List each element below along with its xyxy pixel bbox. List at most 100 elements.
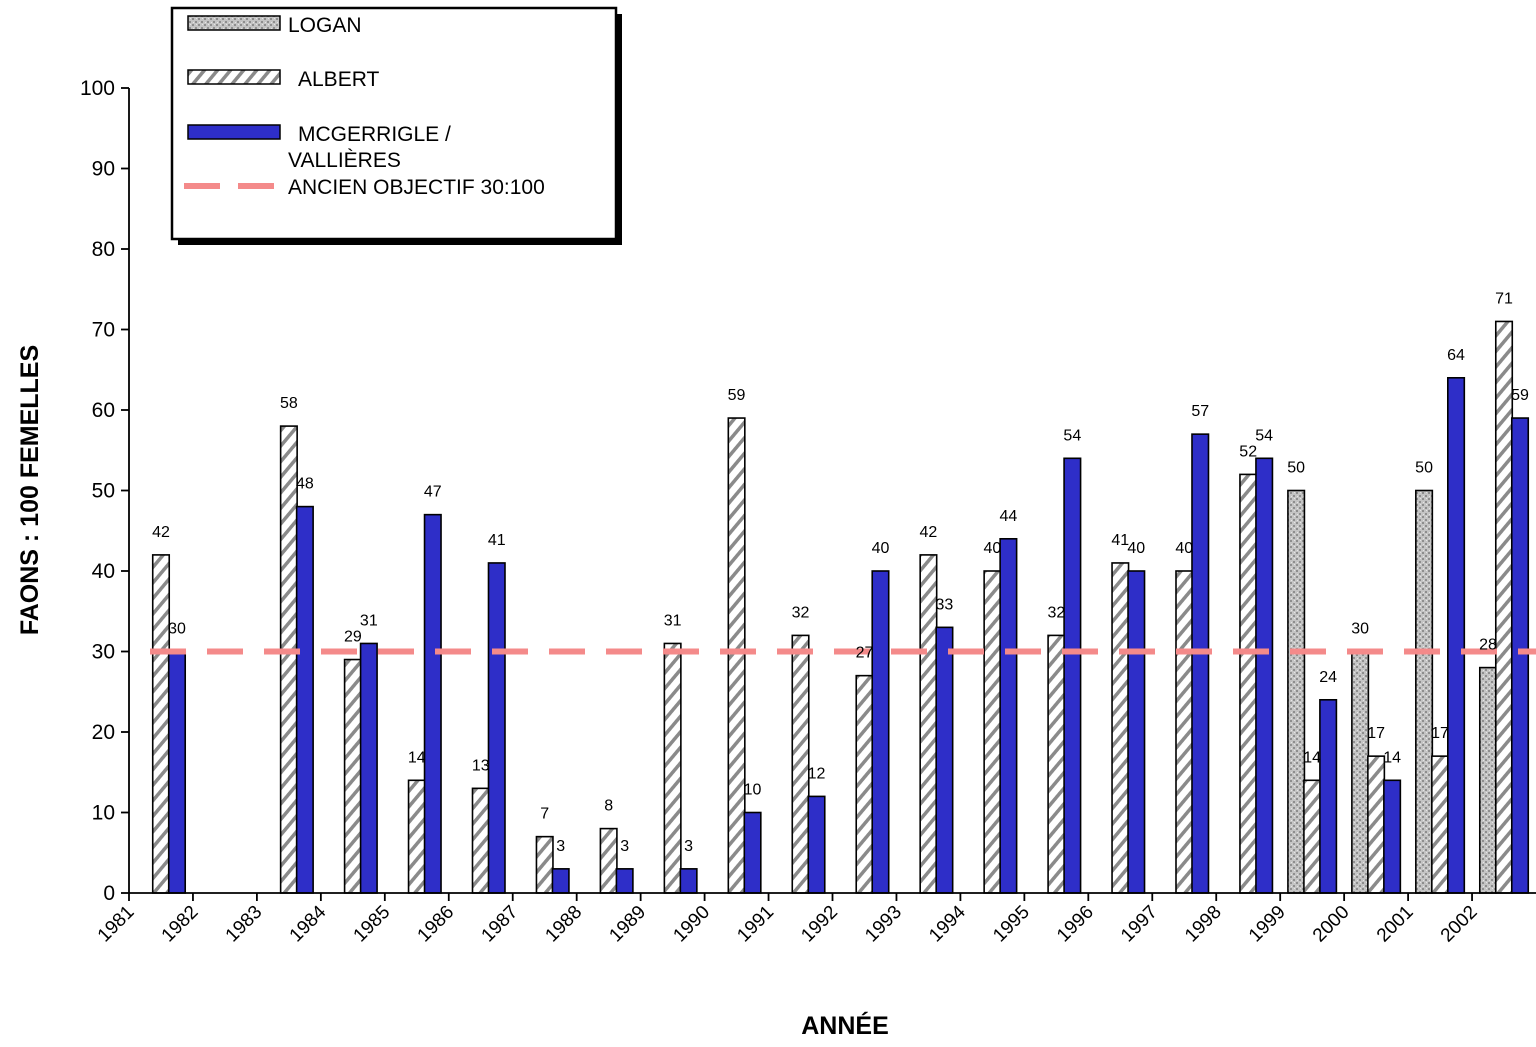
data-label-albert-1986: 13: [472, 757, 490, 774]
bar-mcgerrigle-2001: [1447, 376, 1466, 894]
bar-albert-1987: [535, 835, 554, 894]
bar-logan-1999: [1287, 489, 1306, 894]
x-tick-label-1995: 1995: [989, 902, 1034, 947]
bar-mcgerrigle-1988: [615, 868, 634, 894]
x-tick-label-1991: 1991: [733, 902, 778, 947]
bar-logan-2001: [1415, 489, 1434, 894]
data-label-albert-1983: 58: [280, 395, 298, 412]
data-label-mcgerrigle-1993: 33: [936, 596, 954, 613]
y-tick-label-100: 100: [80, 77, 115, 100]
data-label-mcgerrigle-1992: 40: [872, 540, 890, 557]
bar-albert-1983: [279, 425, 298, 894]
data-label-mcgerrigle-2000: 14: [1383, 749, 1401, 766]
bar-albert-1994: [983, 570, 1002, 894]
bar-albert-1989: [663, 642, 682, 894]
bar-mcgerrigle-2002: [1510, 417, 1530, 894]
y-tick-label-10: 10: [92, 802, 115, 825]
data-label-albert-1988: 8: [604, 798, 613, 815]
x-tick-label-1999: 1999: [1245, 902, 1290, 947]
legend-label-mcgerrigle-line2: VALLIÈRES: [288, 149, 401, 172]
x-tick-label-1990: 1990: [669, 902, 714, 947]
bars-layer: [151, 320, 1530, 894]
data-label-albert-1999: 14: [1303, 749, 1321, 766]
x-tick-label-1996: 1996: [1053, 902, 1098, 947]
x-tick-label-1981: 1981: [94, 902, 139, 947]
y-axis-title: FAONS : 100 FEMELLES: [16, 345, 44, 635]
x-axis-title: ANNÉE: [801, 1011, 889, 1040]
bar-albert-1992: [855, 674, 874, 894]
data-label-mcgerrigle-1981: 30: [168, 621, 186, 638]
data-label-mcgerrigle-1987: 3: [556, 838, 565, 855]
legend-label-albert: ALBERT: [298, 68, 379, 91]
data-label-albert-2000: 17: [1367, 725, 1385, 742]
data-label-albert-1997: 40: [1175, 540, 1193, 557]
bar-albert-2001: [1431, 755, 1450, 894]
x-tick-label-1986: 1986: [414, 902, 459, 947]
y-tick-label-20: 20: [92, 721, 115, 744]
bar-logan-2000: [1351, 650, 1370, 894]
bar-mcgerrigle-1987: [551, 868, 570, 894]
bar-albert-2000: [1367, 755, 1386, 894]
data-label-albert-2002: 71: [1495, 290, 1513, 307]
data-label-albert-1995: 32: [1047, 604, 1065, 621]
bar-albert-1990: [727, 417, 746, 894]
x-tick-label-1985: 1985: [350, 902, 395, 947]
bar-albert-1991: [791, 634, 810, 894]
bar-mcgerrigle-1989: [679, 868, 698, 894]
bar-albert-1996: [1111, 562, 1130, 894]
y-tick-label-80: 80: [92, 238, 115, 261]
data-label-albert-1981: 42: [152, 524, 170, 541]
bar-mcgerrigle-1999: [1319, 698, 1338, 894]
data-label-mcgerrigle-1988: 3: [620, 838, 629, 855]
y-tick-label-40: 40: [92, 560, 115, 583]
legend-label-mcgerrigle-line1: MCGERRIGLE /: [298, 123, 451, 146]
data-label-mcgerrigle-1990: 10: [744, 782, 762, 799]
data-label-logan-1999: 50: [1287, 460, 1305, 477]
data-label-albert-1996: 41: [1111, 532, 1129, 549]
bar-mcgerrigle-1998: [1255, 457, 1274, 894]
y-tick-label-90: 90: [92, 158, 115, 181]
bar-mcgerrigle-1995: [1063, 457, 1082, 894]
data-label-albert-1984: 29: [344, 629, 362, 646]
bar-mcgerrigle-1992: [871, 570, 890, 894]
data-label-albert-1994: 40: [983, 540, 1001, 557]
legend-label-logan: LOGAN: [288, 14, 362, 37]
x-tick-label-2000: 2000: [1309, 902, 1354, 947]
data-label-mcgerrigle-1991: 12: [808, 765, 826, 782]
x-tick-label-1987: 1987: [478, 902, 523, 947]
data-label-mcgerrigle-1997: 57: [1191, 403, 1209, 420]
bar-mcgerrigle-2000: [1383, 779, 1402, 894]
y-tick-label-50: 50: [92, 480, 115, 503]
x-tick-label-1994: 1994: [925, 901, 970, 946]
bar-mcgerrigle-1985: [423, 513, 442, 894]
data-label-mcgerrigle-1985: 47: [424, 484, 442, 501]
data-label-albert-1992: 27: [856, 645, 874, 662]
bar-albert-1984: [343, 658, 362, 894]
data-label-logan-2000: 30: [1351, 621, 1369, 638]
y-tick-label-0: 0: [103, 882, 115, 905]
bar-mcgerrigle-1981: [167, 650, 187, 894]
data-label-logan-2002: 28: [1479, 637, 1497, 654]
y-tick-label-30: 30: [92, 641, 115, 664]
bar-mcgerrigle-1986: [487, 562, 506, 894]
legend-swatch-albert: [187, 69, 281, 85]
bar-albert-2002: [1494, 320, 1514, 894]
bar-mcgerrigle-1997: [1191, 433, 1210, 894]
bar-albert-1997: [1175, 570, 1194, 894]
data-label-mcgerrigle-1995: 54: [1063, 427, 1081, 444]
data-label-mcgerrigle-2002: 59: [1511, 387, 1529, 404]
data-label-mcgerrigle-1983: 48: [296, 476, 314, 493]
bar-albert-1981: [151, 554, 171, 894]
data-label-mcgerrigle-1984: 31: [360, 612, 378, 629]
bar-albert-1988: [599, 827, 618, 894]
data-label-albert-2001: 17: [1431, 725, 1449, 742]
data-label-albert-1987: 7: [540, 806, 549, 823]
bar-mcgerrigle-1993: [935, 626, 954, 894]
data-label-logan-2001: 50: [1415, 460, 1433, 477]
bar-albert-1998: [1239, 473, 1258, 894]
x-tick-label-1988: 1988: [541, 902, 586, 947]
legend-swatch-mcgerrigle: [187, 124, 281, 140]
bar-albert-1985: [407, 779, 426, 894]
